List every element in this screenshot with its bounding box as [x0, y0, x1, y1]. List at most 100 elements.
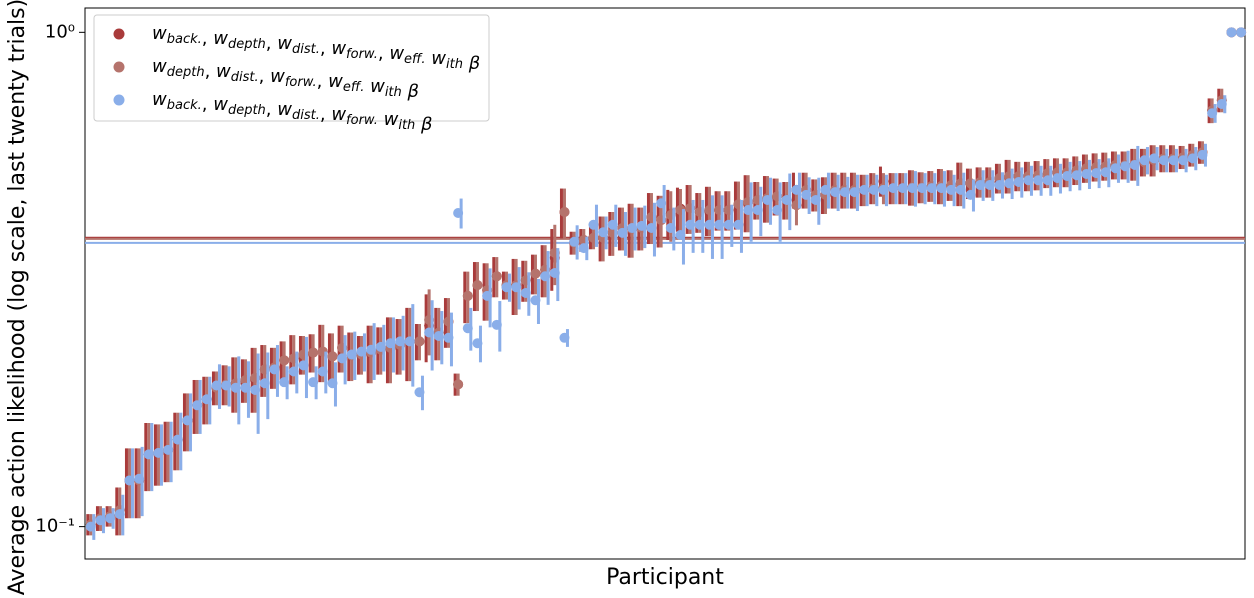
point [888, 183, 899, 194]
point [520, 287, 531, 298]
point [1168, 155, 1179, 166]
point [124, 475, 135, 486]
point [810, 194, 821, 205]
point [182, 415, 193, 426]
point [897, 183, 908, 194]
point [279, 377, 290, 388]
point [646, 222, 657, 233]
point [356, 346, 367, 357]
point [878, 184, 889, 195]
point [1120, 161, 1131, 172]
legend-label: wback., wdepth, wdist., wforw. with β [152, 89, 433, 135]
legend-marker [113, 61, 125, 73]
point [308, 377, 319, 388]
point [685, 219, 696, 230]
point [733, 219, 744, 230]
point [791, 184, 802, 195]
point [1110, 163, 1121, 174]
point [1236, 27, 1247, 38]
point [298, 360, 309, 371]
point [820, 184, 831, 195]
point [414, 336, 425, 347]
point [482, 290, 493, 301]
point [1216, 99, 1227, 110]
point [134, 473, 145, 484]
point [675, 230, 686, 241]
y-tick-label: 10⁰ [45, 21, 75, 42]
y-tick-label: 10⁻¹ [35, 516, 75, 537]
point [636, 220, 647, 231]
point [656, 198, 667, 209]
point [1052, 173, 1063, 184]
legend-box [93, 14, 490, 122]
point [346, 349, 357, 360]
point [762, 194, 773, 205]
point [868, 184, 879, 195]
point [1197, 149, 1208, 160]
point [1033, 175, 1044, 186]
point [559, 332, 570, 343]
point [1100, 167, 1111, 178]
point [1062, 171, 1073, 182]
point [975, 180, 986, 191]
point [627, 222, 638, 233]
point [588, 219, 599, 230]
point [453, 379, 464, 390]
point [250, 384, 261, 395]
point [1178, 155, 1189, 166]
point [569, 236, 580, 247]
point [317, 366, 328, 377]
point [743, 205, 754, 216]
point [462, 290, 473, 301]
point [781, 194, 792, 205]
point [1023, 175, 1034, 186]
point [1207, 108, 1218, 119]
point [501, 282, 512, 293]
point [230, 382, 241, 393]
point [85, 521, 96, 532]
point [404, 336, 415, 347]
point [946, 184, 957, 195]
point [665, 222, 676, 233]
point [433, 331, 444, 342]
point [694, 219, 705, 230]
reference-lines [85, 236, 1245, 244]
point [95, 515, 106, 526]
point [511, 282, 522, 293]
series [85, 27, 1247, 540]
legend-label: wback., wdepth, wdist., wforw., weff. wi… [152, 23, 480, 74]
point [269, 364, 280, 375]
point [530, 295, 541, 306]
legend-label: wdepth, wdist., wforw., weff. with β [152, 56, 419, 102]
point [607, 219, 618, 230]
point [598, 227, 609, 238]
point [1081, 168, 1092, 179]
point [163, 444, 174, 455]
x-axis-label: Participant [606, 565, 724, 590]
point [859, 184, 870, 195]
point [288, 366, 299, 377]
point [221, 380, 232, 391]
point [1013, 176, 1024, 187]
point [153, 447, 164, 458]
point [955, 184, 966, 195]
point [114, 509, 125, 520]
point [462, 323, 473, 334]
point [926, 183, 937, 194]
point [143, 449, 154, 460]
point [385, 338, 396, 349]
point [714, 219, 725, 230]
point [772, 205, 783, 216]
point [327, 351, 338, 362]
point [965, 189, 976, 200]
point [1004, 178, 1015, 189]
point [453, 208, 464, 219]
point [259, 378, 270, 389]
point [839, 187, 850, 198]
point [105, 513, 116, 524]
point [1139, 155, 1150, 166]
point [1129, 160, 1140, 171]
point [1149, 153, 1160, 164]
point [936, 183, 947, 194]
